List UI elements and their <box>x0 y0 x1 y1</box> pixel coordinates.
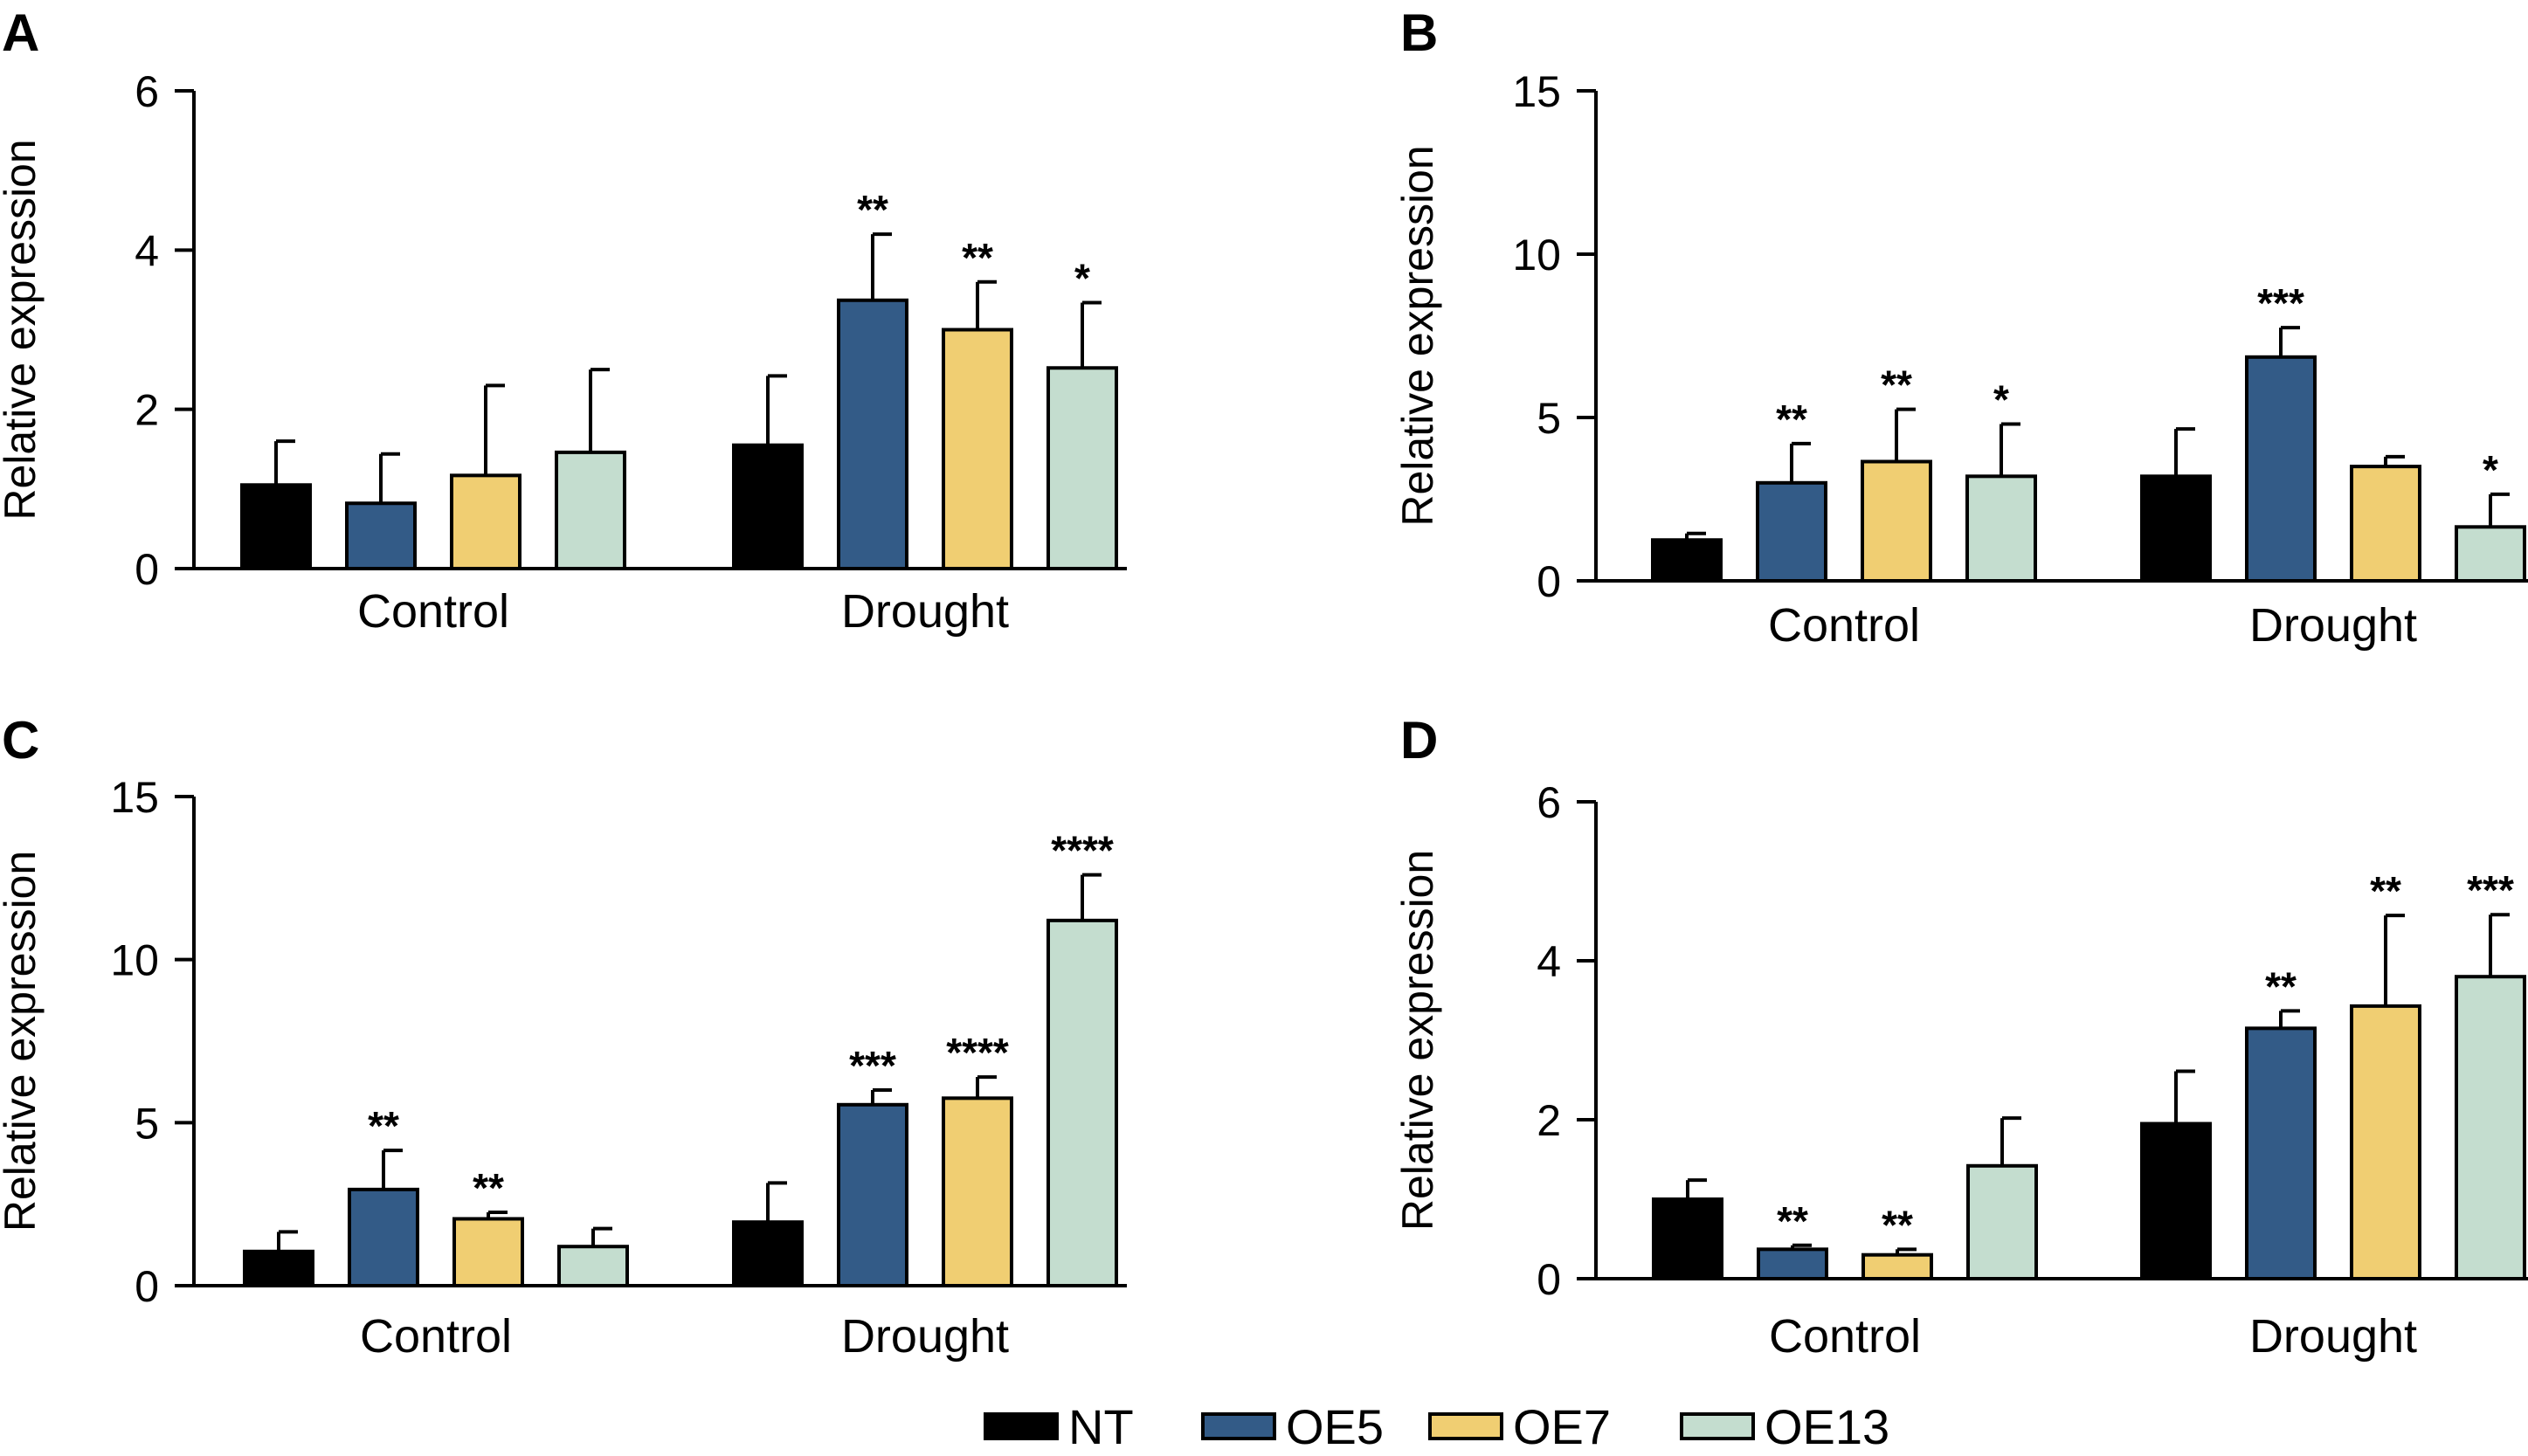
significance-label: *** <box>2467 867 2514 913</box>
legend-swatch-nt <box>984 1412 1059 1440</box>
bar-oe13 <box>1046 918 1118 1288</box>
bar-oe13 <box>2455 975 2526 1280</box>
bar-oe7 <box>452 1217 524 1288</box>
bar-nt <box>2140 474 2212 583</box>
x-category-label: Control <box>1769 1310 1921 1363</box>
legend-label-oe7: OE7 <box>1513 1399 1611 1454</box>
y-tick-label: 15 <box>110 773 159 822</box>
bar-oe13 <box>2455 525 2526 583</box>
bar-nt <box>732 443 804 571</box>
panel-letter: B <box>1400 3 1438 62</box>
bar-oe7 <box>942 328 1013 570</box>
legend-swatch-oe7 <box>1428 1412 1503 1440</box>
bar-oe5 <box>837 298 908 570</box>
significance-label: **** <box>1051 828 1114 873</box>
legend-swatch-oe5 <box>1201 1412 1276 1440</box>
y-tick-label: 6 <box>135 67 159 116</box>
bar-oe7 <box>1861 459 1932 583</box>
y-axis-label: Relative expression <box>1393 850 1442 1231</box>
significance-label: ** <box>368 1103 399 1149</box>
y-tick-label: 2 <box>1537 1096 1561 1145</box>
bar-oe5 <box>345 501 417 571</box>
y-tick-label: 5 <box>135 1099 159 1148</box>
y-tick-label: 5 <box>1537 394 1561 443</box>
x-category-label: Control <box>357 585 509 638</box>
y-tick-label: 0 <box>135 545 159 594</box>
y-tick-label: 10 <box>1512 231 1561 279</box>
bar-oe7 <box>942 1096 1013 1288</box>
significance-label: **** <box>946 1030 1009 1075</box>
y-axis-label: Relative expression <box>0 851 45 1232</box>
bar-oe13 <box>1966 1163 2038 1281</box>
bar-oe5 <box>1756 480 1827 583</box>
bar-oe5 <box>2245 1026 2317 1280</box>
legend-label-nt: NT <box>1068 1399 1134 1454</box>
y-axis-label: Relative expression <box>1393 145 1442 526</box>
bar-oe5 <box>2245 355 2317 583</box>
legend-swatch-oe13 <box>1680 1412 1755 1440</box>
y-tick-label: 0 <box>1537 1255 1561 1304</box>
significance-label: ** <box>857 187 888 232</box>
significance-label: *** <box>849 1043 896 1088</box>
significance-label: * <box>1074 256 1090 301</box>
significance-label: ** <box>1882 1202 1913 1247</box>
bar-nt <box>2140 1121 2212 1281</box>
y-tick-label: 10 <box>110 936 159 985</box>
significance-label: ** <box>1881 362 1912 408</box>
x-category-label: Drought <box>2249 1310 2417 1363</box>
bar-oe5 <box>348 1187 419 1288</box>
bar-nt <box>1651 538 1723 583</box>
bar-nt <box>243 1249 314 1288</box>
y-tick-label: 0 <box>1537 557 1561 606</box>
significance-label: ** <box>1777 1198 1808 1244</box>
bar-oe13 <box>1046 366 1118 571</box>
bar-nt <box>1652 1197 1723 1280</box>
significance-label: ** <box>473 1165 504 1211</box>
significance-label: *** <box>2257 280 2304 326</box>
bar-oe7 <box>450 473 521 571</box>
y-tick-label: 4 <box>1537 937 1561 986</box>
bar-oe7 <box>2350 465 2421 583</box>
panel-letter: D <box>1400 711 1438 769</box>
significance-label: ** <box>962 235 993 280</box>
bar-oe13 <box>557 1245 629 1287</box>
significance-label: ** <box>1776 397 1807 442</box>
significance-label: * <box>1993 376 2009 422</box>
panel-letter: C <box>2 711 39 769</box>
bar-oe7 <box>1861 1252 1933 1280</box>
y-tick-label: 15 <box>1512 67 1561 116</box>
bar-oe13 <box>1965 474 2037 583</box>
bar-oe13 <box>555 450 626 570</box>
bar-nt <box>240 483 312 571</box>
y-tick-label: 0 <box>135 1262 159 1311</box>
x-category-label: Drought <box>2249 599 2417 652</box>
significance-label: ** <box>2265 963 2297 1009</box>
y-tick-label: 4 <box>135 226 159 275</box>
significance-label: ** <box>2370 868 2401 914</box>
x-category-label: Drought <box>841 585 1009 638</box>
legend: NT OE5 OE7 OE13 <box>984 1399 1889 1454</box>
bar-nt <box>732 1220 804 1287</box>
panel-letter: A <box>2 3 39 62</box>
bar-oe7 <box>2350 1004 2421 1280</box>
x-category-label: Control <box>1768 599 1920 652</box>
bar-oe5 <box>837 1102 908 1288</box>
y-tick-label: 6 <box>1537 778 1561 827</box>
y-axis-label: Relative expression <box>0 139 45 520</box>
y-tick-label: 2 <box>135 386 159 435</box>
bar-oe5 <box>1757 1247 1828 1280</box>
x-category-label: Drought <box>841 1310 1009 1363</box>
legend-label-oe5: OE5 <box>1286 1399 1384 1454</box>
x-category-label: Control <box>360 1310 512 1363</box>
significance-label: * <box>2483 447 2498 493</box>
legend-label-oe13: OE13 <box>1765 1399 1889 1454</box>
